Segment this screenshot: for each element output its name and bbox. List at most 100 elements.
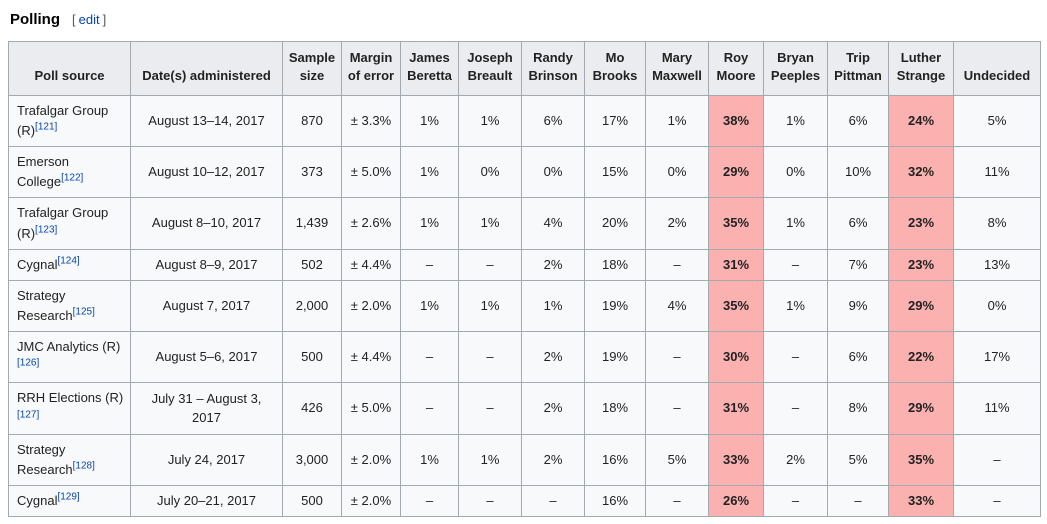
- value-cell-bryan-peeples: 0%: [763, 146, 828, 199]
- value-cell-luther-strange: 32%: [888, 146, 954, 199]
- date-cell: August 10–12, 2017: [130, 146, 283, 199]
- date-cell: August 8–9, 2017: [130, 248, 283, 281]
- value-cell-undecided: –: [953, 485, 1041, 518]
- value-cell-randy-brinson: 2%: [521, 331, 585, 384]
- value-cell-luther-strange: 33%: [888, 485, 954, 518]
- reference-link[interactable]: [127]: [17, 409, 40, 421]
- sample-size-cell: 500: [282, 331, 342, 384]
- value-cell-joseph-breault: 1%: [458, 94, 522, 148]
- sample-size-cell: 502: [282, 248, 342, 281]
- value-cell-randy-brinson: 4%: [521, 197, 585, 250]
- column-header-mary-maxwell: Mary Maxwell: [645, 41, 709, 96]
- value-cell-roy-moore: 26%: [708, 485, 764, 518]
- table-row: Trafalgar Group (R)[123] August 8–10, 201…: [8, 197, 1041, 250]
- value-cell-luther-strange: 35%: [888, 433, 954, 487]
- sample-size-cell: 373: [282, 146, 342, 199]
- value-cell-bryan-peeples: 1%: [763, 279, 828, 333]
- value-cell-roy-moore: 35%: [708, 197, 764, 250]
- edit-bracket-open: [: [72, 12, 76, 27]
- value-cell-roy-moore: 30%: [708, 331, 764, 384]
- value-cell-randy-brinson: 2%: [521, 382, 585, 435]
- value-cell-roy-moore: 31%: [708, 248, 764, 281]
- edit-bracket-close: ]: [102, 12, 107, 27]
- value-cell-luther-strange: 29%: [888, 279, 954, 333]
- date-cell: August 13–14, 2017: [130, 94, 283, 148]
- value-cell-undecided: 8%: [953, 197, 1041, 250]
- poll-source-cell: Cygnal[129]: [8, 485, 131, 518]
- value-cell-undecided: 13%: [953, 248, 1041, 281]
- reference-link[interactable]: [124]: [57, 255, 80, 267]
- poll-source-cell: Emerson College[122]: [8, 146, 131, 199]
- value-cell-mo-brooks: 20%: [584, 197, 646, 250]
- poll-source-name: Strategy Research: [17, 441, 73, 477]
- column-header-poll-source: Poll source: [8, 41, 131, 96]
- poll-source-name: Cygnal: [17, 256, 58, 272]
- value-cell-james-beretta: –: [400, 485, 459, 518]
- value-cell-bryan-peeples: 1%: [763, 94, 828, 148]
- value-cell-james-beretta: –: [400, 331, 459, 384]
- date-cell: July 24, 2017: [130, 433, 283, 487]
- reference-link[interactable]: [129]: [57, 491, 80, 503]
- reference-link[interactable]: [125]: [72, 306, 95, 318]
- value-cell-undecided: 11%: [953, 146, 1041, 199]
- poll-source-name: JMC Analytics (R): [17, 339, 121, 355]
- poll-source-cell: Trafalgar Group (R)[123]: [8, 197, 131, 250]
- value-cell-mary-maxwell: –: [645, 248, 709, 281]
- poll-source-cell: Cygnal[124]: [8, 248, 131, 281]
- value-cell-luther-strange: 29%: [888, 382, 954, 435]
- value-cell-undecided: 11%: [953, 382, 1041, 435]
- sample-size-cell: 1,439: [282, 197, 342, 250]
- edit-link[interactable]: edit: [78, 12, 100, 27]
- value-cell-mary-maxwell: –: [645, 331, 709, 384]
- value-cell-james-beretta: 1%: [400, 146, 459, 199]
- value-cell-bryan-peeples: –: [763, 248, 828, 281]
- table-row: Cygnal[129] July 20–21, 2017 500 ± 2.0% – – –1…: [8, 485, 1041, 518]
- reference-link[interactable]: [123]: [35, 224, 58, 236]
- value-cell-bryan-peeples: 1%: [763, 197, 828, 250]
- value-cell-joseph-breault: –: [458, 485, 522, 518]
- margin-of-error-cell: ± 5.0%: [341, 146, 401, 199]
- date-cell: July 20–21, 2017: [130, 485, 283, 518]
- column-header-trip-pittman: Trip Pittman: [827, 41, 889, 96]
- column-header-randy-brinson: Randy Brinson: [521, 41, 585, 96]
- value-cell-roy-moore: 38%: [708, 94, 764, 148]
- header-row: Poll source Date(s) administered Sample si…: [8, 41, 1041, 96]
- column-header-james-beretta: James Beretta: [400, 41, 459, 96]
- value-cell-randy-brinson: –: [521, 485, 585, 518]
- value-cell-mo-brooks: 18%: [584, 248, 646, 281]
- value-cell-mo-brooks: 15%: [584, 146, 646, 199]
- column-header-luther-strange: Luther Strange: [888, 41, 954, 96]
- reference-link[interactable]: [121]: [35, 121, 58, 133]
- value-cell-bryan-peeples: –: [763, 485, 828, 518]
- margin-of-error-cell: ± 2.6%: [341, 197, 401, 250]
- reference-link[interactable]: [122]: [61, 173, 84, 184]
- reference-superscript: [126]: [17, 358, 39, 369]
- value-cell-mo-brooks: 16%: [584, 485, 646, 518]
- value-cell-james-beretta: –: [400, 382, 459, 435]
- reference-link[interactable]: [128]: [72, 460, 95, 472]
- polling-table: Poll source Date(s) administered Sample si…: [8, 41, 1041, 518]
- reference-link[interactable]: [126]: [17, 357, 40, 369]
- value-cell-bryan-peeples: 2%: [763, 433, 828, 487]
- column-header-joseph-breault: Joseph Breault: [458, 41, 522, 96]
- date-cell: August 8–10, 2017: [130, 197, 283, 250]
- table-row: Emerson College[122] August 10–12, 2017 37…: [8, 146, 1041, 199]
- poll-source-name: Cygnal: [17, 493, 58, 509]
- table-row: Strategy Research[125] August 7, 2017 2,00…: [8, 279, 1041, 333]
- value-cell-trip-pittman: 9%: [827, 279, 889, 333]
- value-cell-randy-brinson: 6%: [521, 94, 585, 148]
- section-heading: Polling [edit]: [10, 11, 1040, 28]
- table-body: Trafalgar Group (R)[121] August 13–14, 20…: [8, 94, 1041, 518]
- column-header-sample-size: Sample size: [282, 41, 342, 96]
- column-header-bryan-peeples: Bryan Peeples: [763, 41, 828, 96]
- value-cell-james-beretta: 1%: [400, 197, 459, 250]
- table-header: Poll source Date(s) administered Sample si…: [8, 41, 1041, 96]
- value-cell-mo-brooks: 18%: [584, 382, 646, 435]
- poll-source-cell: RRH Elections (R) [127]: [8, 382, 131, 435]
- table-row: RRH Elections (R) [127] July 31 – August 3…: [8, 382, 1041, 435]
- value-cell-randy-brinson: 2%: [521, 248, 585, 281]
- sample-size-cell: 2,000: [282, 279, 342, 333]
- poll-source-cell: Strategy Research[125]: [8, 279, 131, 333]
- value-cell-undecided: 17%: [953, 331, 1041, 384]
